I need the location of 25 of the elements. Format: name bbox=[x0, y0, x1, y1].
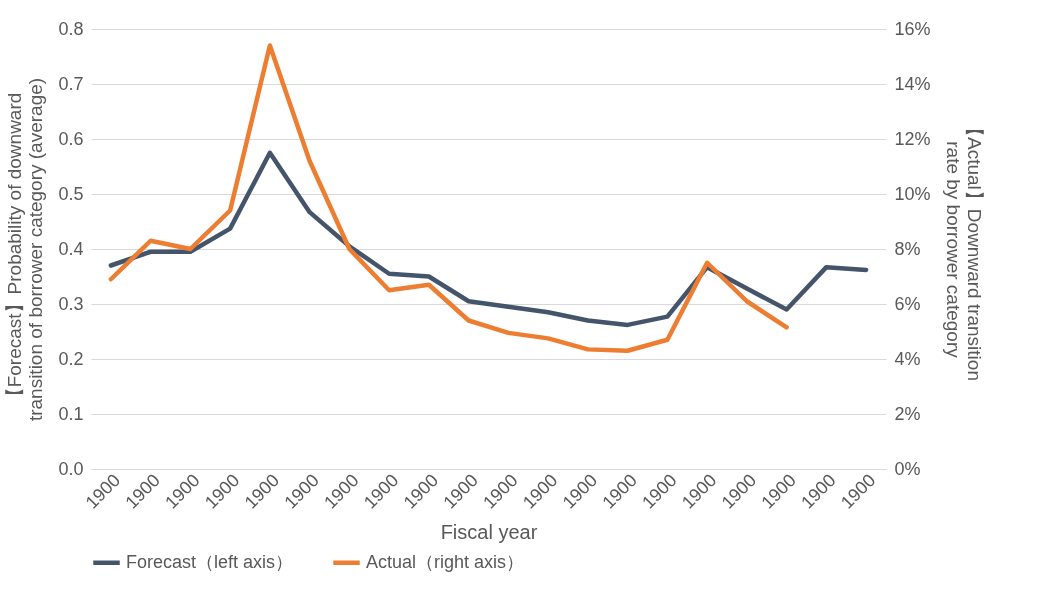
y2-tick-label: 4% bbox=[894, 348, 921, 369]
y2-tick-label: 14% bbox=[894, 73, 931, 94]
x-axis-title: Fiscal year bbox=[440, 520, 538, 543]
y-tick-label: 0.7 bbox=[58, 73, 84, 94]
y2-tick-label: 16% bbox=[894, 18, 931, 39]
y-tick-label: 0.8 bbox=[58, 18, 84, 39]
y2-tick-label: 8% bbox=[894, 238, 921, 259]
line-series bbox=[108, 43, 789, 353]
legend-label: Forecast（left axis） bbox=[126, 551, 294, 572]
y-tick-label: 0.1 bbox=[58, 403, 84, 424]
y2-tick-label: 12% bbox=[894, 128, 931, 149]
y-tick-label: 0.5 bbox=[58, 183, 84, 204]
y-tick-label: 0.4 bbox=[58, 238, 84, 259]
line-series bbox=[108, 150, 869, 328]
y2-axis-title: 【Actual】Downward transition rate by borrower category bbox=[942, 118, 985, 381]
y-tick-label: 0.3 bbox=[58, 293, 84, 314]
y2-tick-label: 10% bbox=[894, 183, 931, 204]
legend-label: Actual（right axis） bbox=[366, 551, 525, 572]
y2-tick-label: 2% bbox=[894, 403, 921, 424]
y2-tick-label: 0% bbox=[894, 458, 921, 479]
y-axis-title: 【Forecast】Probability of downward transition of borrower category (average) bbox=[4, 77, 47, 422]
y-tick-label: 0.2 bbox=[58, 348, 84, 369]
y-tick-label: 0.6 bbox=[58, 128, 84, 149]
y-tick-label: 0.0 bbox=[58, 458, 84, 479]
y2-tick-label: 6% bbox=[894, 293, 921, 314]
